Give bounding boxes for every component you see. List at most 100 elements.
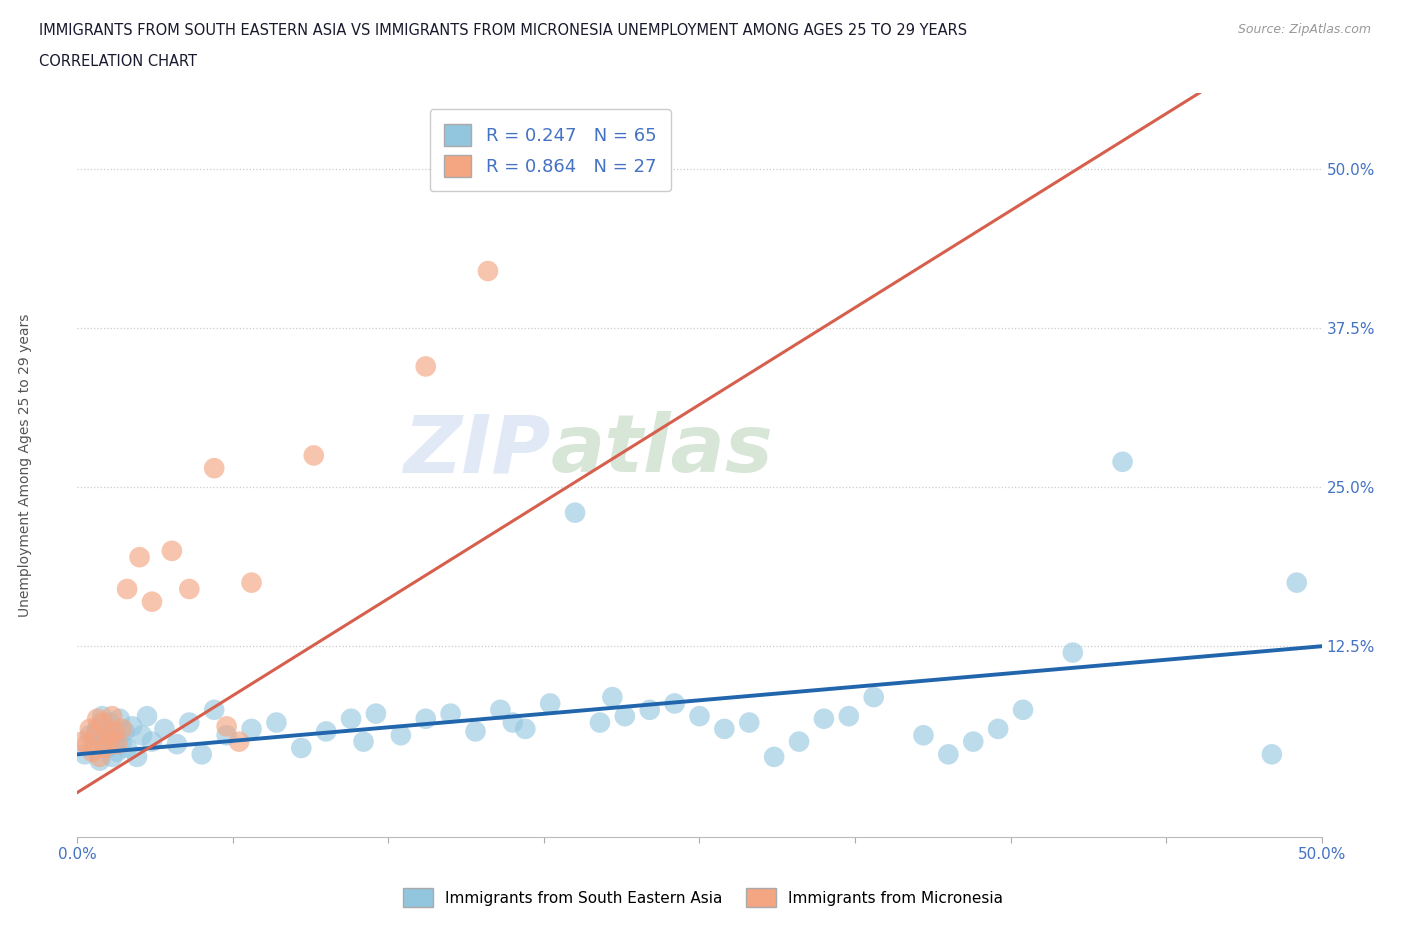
Point xyxy=(602,690,624,705)
Point xyxy=(179,581,201,596)
Point xyxy=(83,737,105,751)
Point xyxy=(115,581,138,596)
Point xyxy=(912,728,935,743)
Point xyxy=(862,690,884,705)
Point xyxy=(202,460,225,475)
Point xyxy=(938,747,960,762)
Point xyxy=(215,719,238,734)
Point xyxy=(89,753,111,768)
Point xyxy=(266,715,288,730)
Point xyxy=(96,740,118,755)
Point xyxy=(215,728,238,743)
Point xyxy=(664,696,686,711)
Point xyxy=(191,747,214,762)
Point xyxy=(713,722,735,737)
Point xyxy=(108,711,131,726)
Point xyxy=(638,702,661,717)
Point xyxy=(166,737,188,751)
Point xyxy=(415,711,437,726)
Point xyxy=(79,728,101,743)
Point xyxy=(98,734,121,749)
Point xyxy=(179,715,201,730)
Point xyxy=(364,706,387,721)
Point xyxy=(153,722,176,737)
Point xyxy=(125,750,148,764)
Point xyxy=(489,702,512,717)
Point xyxy=(202,702,225,717)
Point xyxy=(787,734,810,749)
Point xyxy=(240,722,263,737)
Text: atlas: atlas xyxy=(550,411,773,489)
Point xyxy=(464,724,486,738)
Text: Source: ZipAtlas.com: Source: ZipAtlas.com xyxy=(1237,23,1371,36)
Point xyxy=(93,734,115,749)
Point xyxy=(136,709,159,724)
Legend: R = 0.247   N = 65, R = 0.864   N = 27: R = 0.247 N = 65, R = 0.864 N = 27 xyxy=(430,110,671,192)
Point xyxy=(763,750,786,764)
Text: Unemployment Among Ages 25 to 29 years: Unemployment Among Ages 25 to 29 years xyxy=(18,313,32,617)
Point xyxy=(689,709,711,724)
Point xyxy=(1012,702,1035,717)
Point xyxy=(1062,645,1084,660)
Point xyxy=(83,728,105,743)
Point xyxy=(315,724,337,738)
Point xyxy=(564,505,586,520)
Point xyxy=(86,711,108,726)
Point xyxy=(353,734,375,749)
Point xyxy=(72,734,94,749)
Point xyxy=(121,719,143,734)
Point xyxy=(389,728,412,743)
Point xyxy=(93,740,115,755)
Point xyxy=(1111,455,1133,470)
Point xyxy=(1261,747,1284,762)
Point xyxy=(515,722,537,737)
Point xyxy=(101,750,124,764)
Point xyxy=(105,737,128,751)
Point xyxy=(105,744,128,759)
Point xyxy=(104,724,127,738)
Point xyxy=(104,728,127,743)
Legend: Immigrants from South Eastern Asia, Immigrants from Micronesia: Immigrants from South Eastern Asia, Immi… xyxy=(396,883,1010,913)
Point xyxy=(86,722,108,737)
Point xyxy=(79,722,101,737)
Point xyxy=(415,359,437,374)
Point xyxy=(141,734,163,749)
Point xyxy=(141,594,163,609)
Point xyxy=(115,740,138,755)
Point xyxy=(613,709,636,724)
Point xyxy=(502,715,524,730)
Point xyxy=(302,448,325,463)
Text: ZIP: ZIP xyxy=(402,411,550,489)
Point xyxy=(76,737,98,751)
Point xyxy=(538,696,561,711)
Point xyxy=(987,722,1010,737)
Point xyxy=(160,543,183,558)
Point xyxy=(111,722,134,737)
Point xyxy=(89,750,111,764)
Point xyxy=(73,747,96,762)
Point xyxy=(98,715,121,730)
Point xyxy=(101,709,124,724)
Point xyxy=(114,724,136,738)
Point xyxy=(1285,575,1308,590)
Point xyxy=(228,734,250,749)
Point xyxy=(91,715,114,730)
Point xyxy=(477,263,499,278)
Point xyxy=(111,734,134,749)
Point xyxy=(440,706,463,721)
Point xyxy=(962,734,984,749)
Point xyxy=(589,715,612,730)
Text: IMMIGRANTS FROM SOUTH EASTERN ASIA VS IMMIGRANTS FROM MICRONESIA UNEMPLOYMENT AM: IMMIGRANTS FROM SOUTH EASTERN ASIA VS IM… xyxy=(39,23,967,38)
Point xyxy=(290,740,312,755)
Point xyxy=(131,728,153,743)
Point xyxy=(96,728,118,743)
Point xyxy=(91,709,114,724)
Point xyxy=(82,744,104,759)
Point xyxy=(738,715,761,730)
Text: CORRELATION CHART: CORRELATION CHART xyxy=(39,54,197,69)
Point xyxy=(128,550,150,565)
Point xyxy=(813,711,835,726)
Point xyxy=(340,711,363,726)
Point xyxy=(240,575,263,590)
Point xyxy=(838,709,860,724)
